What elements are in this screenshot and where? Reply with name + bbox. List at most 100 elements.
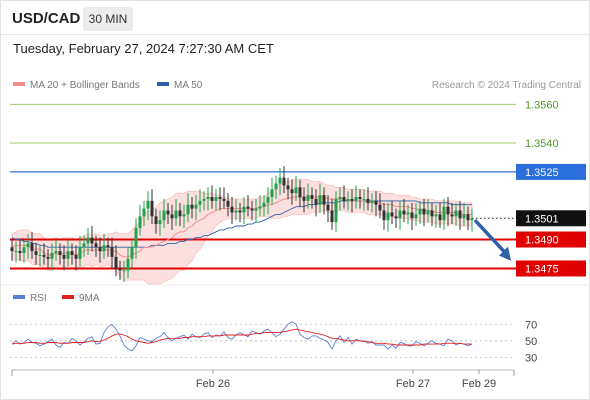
candle-body	[198, 200, 202, 205]
candle-body	[314, 198, 318, 205]
candle-body	[178, 210, 182, 217]
level-label-1-3525: 1.3525	[525, 167, 559, 179]
level-label-1-3540: 1.3540	[525, 138, 559, 150]
candle-body	[166, 210, 170, 215]
candle-body	[422, 208, 426, 215]
candle-body	[394, 216, 398, 219]
candle-body	[122, 270, 126, 272]
candle-body	[370, 200, 374, 203]
candle-body	[442, 206, 446, 221]
rsi-line	[11, 321, 473, 352]
rsi-tick-50: 50	[525, 336, 537, 348]
candle-body	[326, 204, 330, 211]
forecast-arrow-head	[499, 246, 511, 261]
candle-body	[62, 254, 66, 259]
level-label-1-3560: 1.3560	[525, 99, 559, 111]
candle-body	[390, 212, 394, 217]
candle-body	[342, 197, 346, 201]
legend-ma20-label: MA 20 + Bollinger Bands	[30, 80, 140, 91]
candle-body	[10, 247, 14, 252]
legend-9ma: 9MA	[62, 293, 100, 304]
candle-body	[426, 210, 430, 215]
chart-datetime: Tuesday, February 27, 2024 7:27:30 AM CE…	[13, 41, 274, 56]
candle-body	[94, 243, 98, 248]
candle-body	[214, 197, 218, 201]
candle-body	[190, 204, 194, 209]
ma50-line	[11, 200, 472, 248]
rsi-9ma-line	[11, 328, 472, 346]
candle-body	[210, 197, 214, 201]
candle-body	[78, 247, 82, 259]
candle-body	[14, 251, 18, 253]
x-tick-label: Feb 27	[396, 378, 430, 390]
candle-body	[406, 212, 410, 215]
candle-body	[98, 247, 102, 252]
ma20-line	[11, 196, 472, 258]
legend-9ma-label: 9MA	[79, 293, 100, 304]
candle-body	[130, 247, 134, 259]
x-tick-label: Feb 26	[196, 378, 230, 390]
candle-body	[194, 204, 198, 209]
legend-ma50: MA 50	[157, 80, 202, 91]
candle-body	[26, 243, 30, 248]
candle-body	[158, 220, 162, 225]
candle-body	[102, 245, 106, 252]
candle-body	[202, 198, 206, 201]
ma50-swatch	[157, 82, 169, 87]
candle-body	[386, 212, 390, 221]
candle-body	[250, 208, 254, 211]
legend-ma20: MA 20 + Bollinger Bands	[13, 80, 140, 91]
candle-body	[38, 254, 42, 256]
candle-body	[398, 210, 402, 219]
candle-body	[318, 195, 322, 205]
candle-body	[114, 256, 118, 269]
candle-body	[234, 210, 238, 213]
level-badge-1-3475	[516, 260, 586, 277]
candle-body	[298, 187, 302, 198]
candle-body	[134, 227, 138, 248]
candle-body	[418, 208, 422, 215]
candle-body	[366, 198, 370, 203]
legend-rsi-label: RSI	[30, 293, 47, 304]
candle-body	[218, 197, 222, 199]
candle-body	[110, 247, 114, 257]
candle-body	[54, 251, 58, 254]
rsi-swatch	[13, 295, 25, 300]
candle-body	[106, 245, 110, 248]
candle-body	[402, 210, 406, 215]
candle-body	[90, 237, 94, 244]
candle-body	[466, 214, 470, 221]
candle-body	[282, 177, 286, 186]
candle-body	[354, 197, 358, 201]
candle-body	[378, 204, 382, 211]
candle-body	[334, 198, 338, 223]
candle-body	[150, 200, 154, 217]
candle-body	[430, 210, 434, 217]
candle-body	[322, 195, 326, 205]
candle-body	[358, 197, 362, 199]
level-badge-1-3490	[516, 231, 586, 248]
candle-body	[50, 253, 54, 259]
candle-body	[270, 189, 274, 198]
candle-body	[382, 210, 386, 221]
candle-body	[206, 197, 210, 199]
legend-rsi: RSI	[13, 293, 47, 304]
candle-body	[310, 195, 314, 199]
candle-body	[462, 214, 466, 219]
legend-ma50-label: MA 50	[174, 80, 203, 91]
candle-body	[362, 198, 366, 200]
candle-body	[70, 251, 74, 255]
candle-body	[86, 237, 90, 244]
candle-body	[254, 208, 258, 211]
candle-body	[274, 183, 278, 190]
candle-body	[338, 197, 342, 199]
candle-body	[30, 243, 34, 252]
timeframe-button[interactable]: 30 MIN	[83, 7, 133, 31]
header-divider	[1, 34, 589, 35]
level-badge-1-3525	[516, 163, 586, 180]
candle-body	[154, 216, 158, 225]
candle-body	[174, 210, 178, 219]
candle-body	[46, 256, 50, 259]
x-tick-label: Feb 29	[462, 378, 496, 390]
